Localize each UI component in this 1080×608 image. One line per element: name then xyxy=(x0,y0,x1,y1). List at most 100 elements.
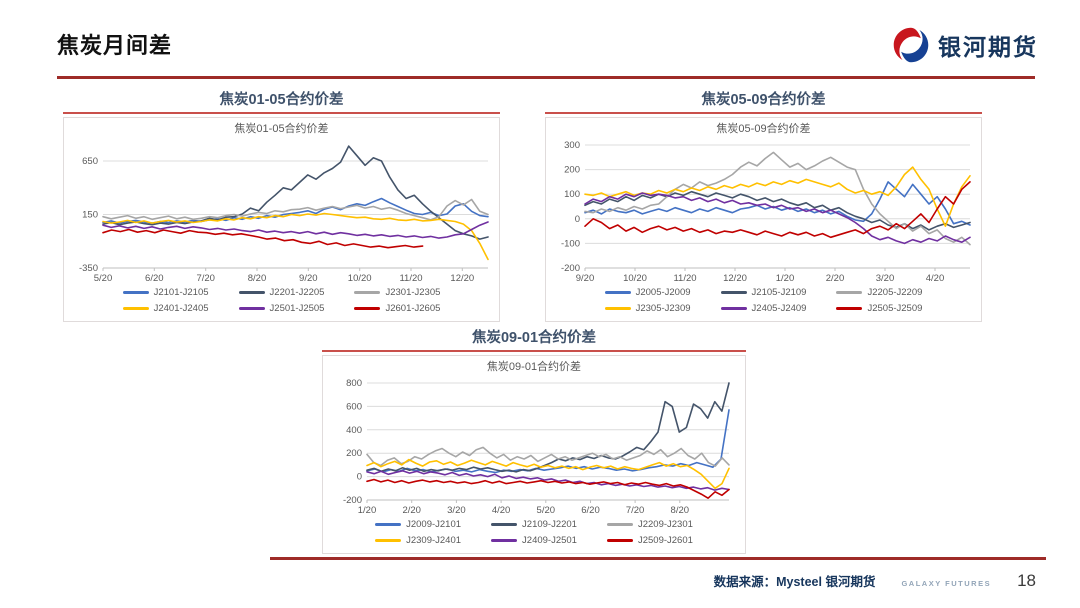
x-tick-label: 10/20 xyxy=(623,273,647,284)
line-chart-09-01: 800 600 400 200 0 -200 1/20 2/20 3/20 4/20 5/20 6/2… xyxy=(323,375,745,517)
legend-item: J2201-J2205 xyxy=(238,287,324,298)
y-tick-label: 200 xyxy=(564,165,580,176)
chart-canvas: 300 200 100 0 -100 -2009/20 10/20 11/20 12/20 1/2… xyxy=(561,140,971,284)
legend-label: J2409-J2501 xyxy=(522,535,577,546)
legend-item: J2109-J2201 xyxy=(491,519,577,530)
y-tick-label: -200 xyxy=(343,495,362,506)
series-line-J2309-J2401 xyxy=(366,458,730,490)
series-line-J2501-J2505 xyxy=(102,221,489,239)
legend-item: J2401-J2405 xyxy=(122,303,209,314)
data-source: 数据来源：Mysteel 银河期货 xyxy=(713,575,876,589)
x-tick-label: 6/20 xyxy=(145,273,164,284)
x-tick-label: 7/20 xyxy=(196,273,215,284)
legend-label: J2101-J2105 xyxy=(153,287,209,298)
legend-item: J2501-J2505 xyxy=(238,303,325,314)
line-chart-05-09: 300 200 100 0 -100 -200 9/20 10/20 11/20 12/20 1/2… xyxy=(546,137,981,285)
legend-item: J2301-J2305 xyxy=(354,287,440,298)
chart-header-09-01: 焦炭09-01合约价差 xyxy=(322,326,746,352)
legend-swatch-icon xyxy=(375,523,402,526)
legend-label: J2005-J2009 xyxy=(635,287,691,298)
x-tick-label: 6/20 xyxy=(581,505,600,516)
legend-label: J2309-J2401 xyxy=(406,535,462,546)
y-tick-label: -350 xyxy=(79,263,98,274)
page-title: 焦炭月间差 xyxy=(57,33,173,58)
legend-item: J2601-J2605 xyxy=(354,303,440,314)
legend-swatch-icon xyxy=(606,523,633,526)
legend-swatch-icon xyxy=(375,539,402,542)
chart-legend-01-05: J2101-J2105 J2201-J2205 J2301-J2305 J2401-J… xyxy=(64,285,499,321)
y-tick-label: 600 xyxy=(346,401,362,412)
legend-swatch-icon xyxy=(238,291,265,294)
y-tick-label: 100 xyxy=(564,189,580,200)
x-tick-label: 9/20 xyxy=(576,273,595,284)
legend-label: J2109-J2201 xyxy=(522,519,577,530)
legend-label: J2501-J2505 xyxy=(269,303,325,314)
y-tick-label: 200 xyxy=(346,448,362,459)
legend-label: J2305-J2309 xyxy=(635,303,691,314)
title-rule xyxy=(57,76,1035,79)
footer-rule xyxy=(270,557,1046,560)
x-tick-label: 8/20 xyxy=(248,273,267,284)
y-tick-label: 150 xyxy=(82,210,98,221)
legend-item: J2409-J2501 xyxy=(491,535,577,546)
series-line-J2401-J2405 xyxy=(102,212,489,261)
series-line-J2405-J2409 xyxy=(584,192,971,245)
chart-box: 焦炭09-01合约价差 800 600 400 200 0 -200 1/20 2/20 3/2… xyxy=(322,355,746,554)
x-tick-label: 11/20 xyxy=(399,273,422,284)
x-tick-label: 9/20 xyxy=(299,273,318,284)
y-tick-label: 0 xyxy=(357,472,362,483)
legend-swatch-icon xyxy=(354,291,381,294)
legend-swatch-icon xyxy=(836,291,863,294)
series-line-J2505-J2509 xyxy=(584,181,971,239)
legend-swatch-icon xyxy=(604,291,631,294)
x-tick-label: 12/20 xyxy=(450,273,474,284)
legend-swatch-icon xyxy=(354,307,381,310)
legend-item: J2309-J2401 xyxy=(375,535,461,546)
chart-header-05-09: 焦炭05-09合约价差 xyxy=(545,88,982,114)
legend-item: J2105-J2109 xyxy=(720,287,806,298)
legend-label: J2209-J2301 xyxy=(637,519,693,530)
y-tick-label: -100 xyxy=(561,238,580,249)
legend-swatch-icon xyxy=(238,307,265,310)
series-line-J2201-J2205 xyxy=(102,145,489,240)
legend-item: J2505-J2509 xyxy=(836,303,922,314)
x-tick-label: 3/20 xyxy=(447,505,466,516)
plot-title-01-05: 焦炭01-05合约价差 xyxy=(234,123,329,135)
y-tick-label: 650 xyxy=(82,156,98,167)
chart-box: 焦炭05-09合约价差 300 200 100 0 -100 -200 9/20 10/20 1… xyxy=(545,117,982,322)
legend-item: J2405-J2409 xyxy=(720,303,807,314)
series-line-J2305-J2309 xyxy=(584,166,971,227)
legend-label: J2401-J2405 xyxy=(153,303,209,314)
legend-item: J2101-J2105 xyxy=(122,287,209,298)
line-chart-01-05: 650 150 -350 5/20 6/20 7/20 8/20 9/20 10/20 11/20… xyxy=(64,137,499,285)
page-number: 18 xyxy=(1017,571,1036,590)
legend-swatch-icon xyxy=(122,307,149,310)
legend-item: J2305-J2309 xyxy=(604,303,691,314)
footer: 数据来源：Mysteel 银河期货 GALAXY FUTURES 18 xyxy=(714,571,1036,591)
x-tick-label: 7/20 xyxy=(626,505,645,516)
legend-item: J2005-J2009 xyxy=(604,287,691,298)
series-line-J2105-J2109 xyxy=(584,190,971,231)
legend-swatch-icon xyxy=(604,307,631,310)
y-tick-label: 0 xyxy=(575,214,580,225)
legend-label: J2405-J2409 xyxy=(751,303,807,314)
legend-label: J2205-J2209 xyxy=(867,287,923,298)
chart-header-01-05: 焦炭01-05合约价差 xyxy=(63,88,500,114)
series-line-J2301-J2305 xyxy=(102,198,489,221)
y-tick-label: 400 xyxy=(346,425,362,436)
legend-swatch-icon xyxy=(720,291,747,294)
legend-swatch-icon xyxy=(491,539,518,542)
galaxy-swirl-icon xyxy=(893,27,929,63)
brand-text: GALAXY FUTURES xyxy=(901,579,992,588)
x-tick-label: 8/20 xyxy=(671,505,690,516)
x-tick-label: 10/20 xyxy=(348,273,372,284)
chart-legend-09-01: J2009-J2101 J2109-J2201 J2209-J2301 J2309-J… xyxy=(323,517,745,553)
chart-card-01-05: 焦炭01-05合约价差 焦炭01-05合约价差 650 150 -350 5/20 6/… xyxy=(63,88,500,322)
y-tick-label: -200 xyxy=(561,263,580,274)
x-tick-label: 12/20 xyxy=(723,273,747,284)
series-line-J2109-J2201 xyxy=(366,382,730,473)
x-tick-label: 5/20 xyxy=(537,505,556,516)
x-tick-label: 11/20 xyxy=(673,273,696,284)
